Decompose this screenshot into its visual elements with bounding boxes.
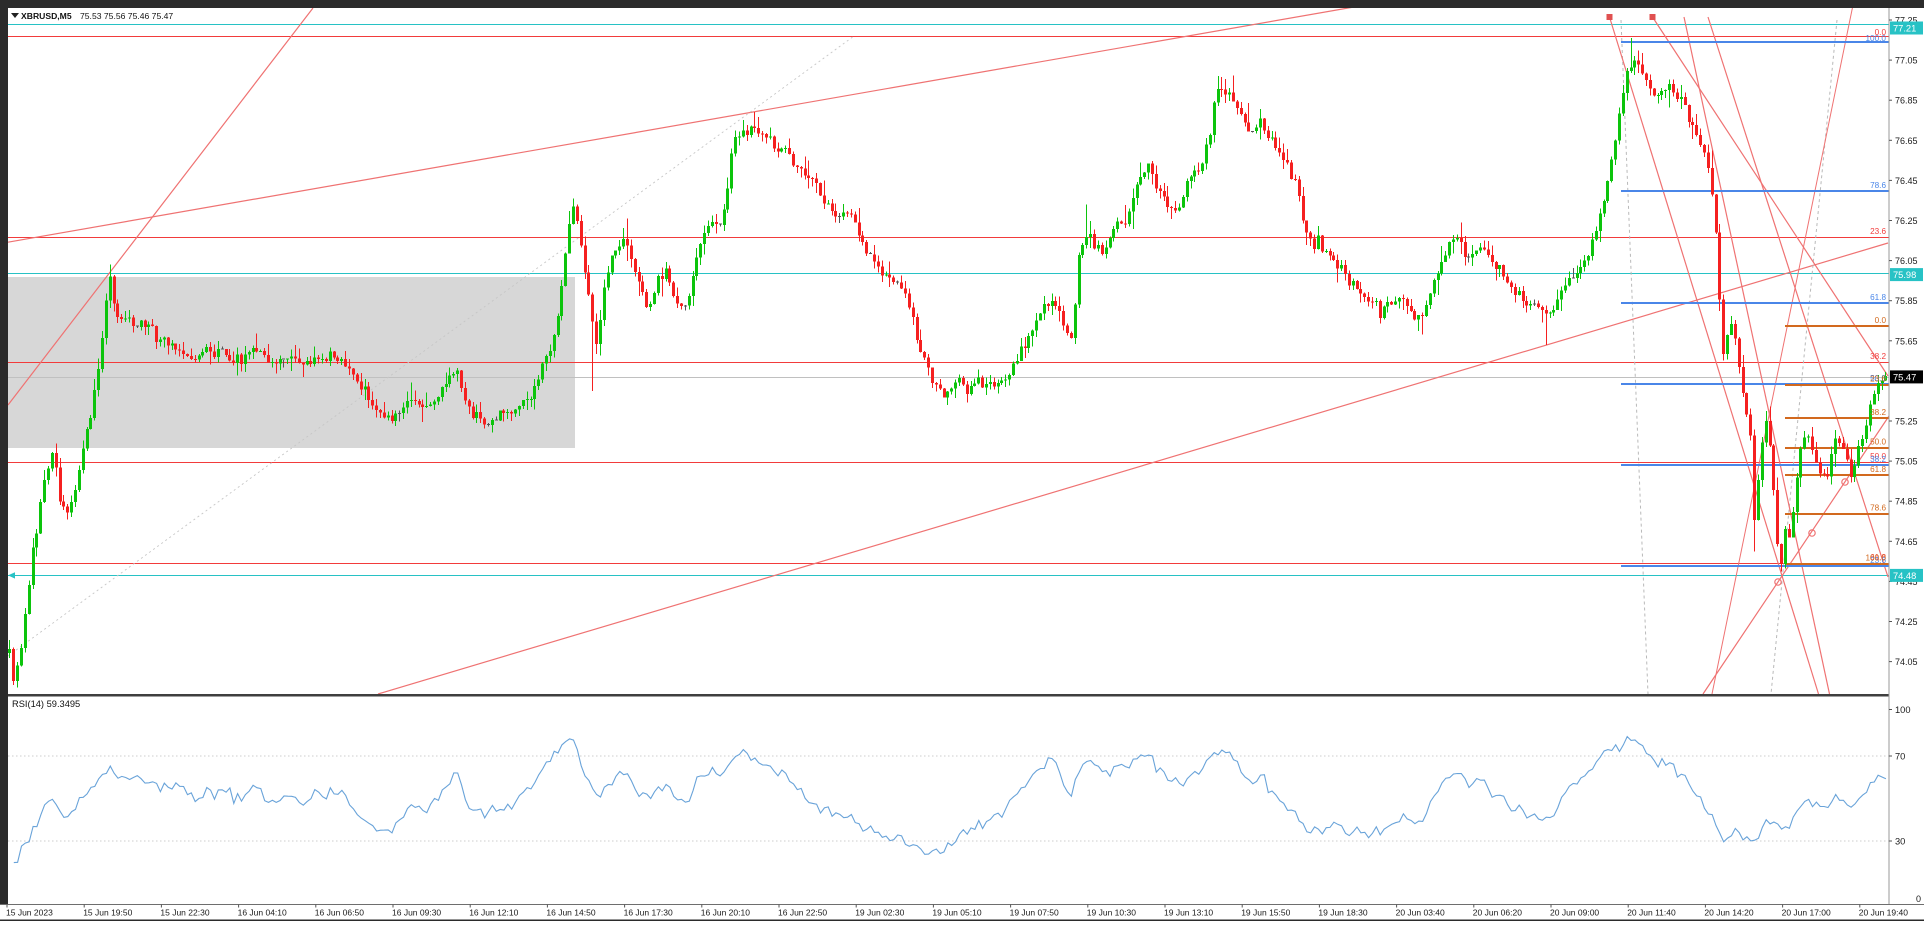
svg-text:16 Jun 04:10: 16 Jun 04:10 (238, 908, 287, 918)
svg-text:100.0: 100.0 (1866, 34, 1887, 43)
svg-text:15 Jun 19:50: 15 Jun 19:50 (83, 908, 132, 918)
svg-text:74.85: 74.85 (1895, 497, 1918, 507)
svg-text:38.2: 38.2 (1870, 408, 1886, 417)
svg-text:76.25: 76.25 (1895, 216, 1918, 226)
svg-text:20 Jun 11:40: 20 Jun 11:40 (1627, 908, 1676, 918)
svg-text:100.0: 100.0 (1866, 554, 1887, 563)
svg-text:100: 100 (1895, 705, 1911, 715)
svg-text:75.98: 75.98 (1893, 270, 1916, 280)
svg-text:19 Jun 15:50: 19 Jun 15:50 (1241, 908, 1290, 918)
svg-text:76.65: 76.65 (1895, 136, 1918, 146)
svg-text:23.6: 23.6 (1870, 375, 1886, 384)
svg-text:16 Jun 09:30: 16 Jun 09:30 (392, 908, 441, 918)
svg-text:50.0: 50.0 (1870, 374, 1886, 383)
svg-text:15 Jun 2023: 15 Jun 2023 (6, 908, 53, 918)
svg-text:74.65: 74.65 (1895, 537, 1918, 547)
svg-text:77.21: 77.21 (1893, 24, 1916, 34)
svg-text:74.25: 74.25 (1895, 617, 1918, 627)
svg-text:19 Jun 07:50: 19 Jun 07:50 (1010, 908, 1059, 918)
svg-text:74.48: 74.48 (1893, 571, 1916, 581)
svg-text:20 Jun 09:00: 20 Jun 09:00 (1550, 908, 1599, 918)
svg-text:0.0: 0.0 (1875, 28, 1887, 37)
svg-text:77.25: 77.25 (1895, 16, 1918, 26)
svg-text:16 Jun 12:10: 16 Jun 12:10 (469, 908, 518, 918)
svg-text:61.8: 61.8 (1870, 553, 1886, 562)
svg-text:16 Jun 20:10: 16 Jun 20:10 (701, 908, 750, 918)
svg-text:50.0: 50.0 (1870, 438, 1886, 447)
svg-text:16 Jun 06:50: 16 Jun 06:50 (315, 908, 364, 918)
svg-text:RSI(14) 59.3495: RSI(14) 59.3495 (12, 699, 80, 709)
svg-text:38.2: 38.2 (1870, 352, 1886, 361)
svg-text:19 Jun 05:10: 19 Jun 05:10 (932, 908, 981, 918)
svg-text:75.53 75.56 75.46 75.47: 75.53 75.56 75.46 75.47 (80, 11, 173, 21)
svg-text:75.25: 75.25 (1895, 417, 1918, 427)
svg-text:75.47: 75.47 (1893, 372, 1916, 382)
svg-text:19 Jun 18:30: 19 Jun 18:30 (1318, 908, 1367, 918)
svg-text:16 Jun 14:50: 16 Jun 14:50 (546, 908, 595, 918)
svg-text:77.05: 77.05 (1895, 56, 1918, 66)
svg-text:0: 0 (1916, 894, 1921, 904)
svg-text:19 Jun 02:30: 19 Jun 02:30 (855, 908, 904, 918)
svg-text:20 Jun 03:40: 20 Jun 03:40 (1396, 908, 1445, 918)
svg-text:75.85: 75.85 (1895, 296, 1918, 306)
svg-text:20 Jun 19:40: 20 Jun 19:40 (1859, 908, 1908, 918)
svg-text:76.45: 76.45 (1895, 176, 1918, 186)
svg-text:78.6: 78.6 (1870, 181, 1886, 190)
svg-text:50.0: 50.0 (1870, 452, 1886, 461)
svg-text:23.6: 23.6 (1870, 227, 1886, 236)
svg-text:76.05: 76.05 (1895, 256, 1918, 266)
svg-text:0.0: 0.0 (1875, 316, 1887, 325)
svg-text:20 Jun 14:20: 20 Jun 14:20 (1704, 908, 1753, 918)
svg-text:30: 30 (1895, 837, 1905, 847)
svg-text:15 Jun 22:30: 15 Jun 22:30 (160, 908, 209, 918)
svg-text:38.2: 38.2 (1870, 455, 1886, 464)
svg-text:61.8: 61.8 (1870, 293, 1886, 302)
svg-text:16 Jun 17:30: 16 Jun 17:30 (624, 908, 673, 918)
svg-text:19 Jun 10:30: 19 Jun 10:30 (1087, 908, 1136, 918)
svg-text:76.85: 76.85 (1895, 96, 1918, 106)
svg-text:23.6: 23.6 (1870, 556, 1886, 565)
svg-text:16 Jun 22:50: 16 Jun 22:50 (778, 908, 827, 918)
svg-text:XBRUSD,M5: XBRUSD,M5 (21, 11, 72, 21)
svg-text:20 Jun 17:00: 20 Jun 17:00 (1782, 908, 1831, 918)
svg-text:61.8: 61.8 (1870, 465, 1886, 474)
svg-text:20 Jun 06:20: 20 Jun 06:20 (1473, 908, 1522, 918)
svg-text:75.05: 75.05 (1895, 457, 1918, 467)
svg-text:78.6: 78.6 (1870, 504, 1886, 513)
svg-text:75.65: 75.65 (1895, 336, 1918, 346)
svg-text:70: 70 (1895, 752, 1905, 762)
svg-text:19 Jun 13:10: 19 Jun 13:10 (1164, 908, 1213, 918)
svg-text:74.05: 74.05 (1895, 657, 1918, 667)
